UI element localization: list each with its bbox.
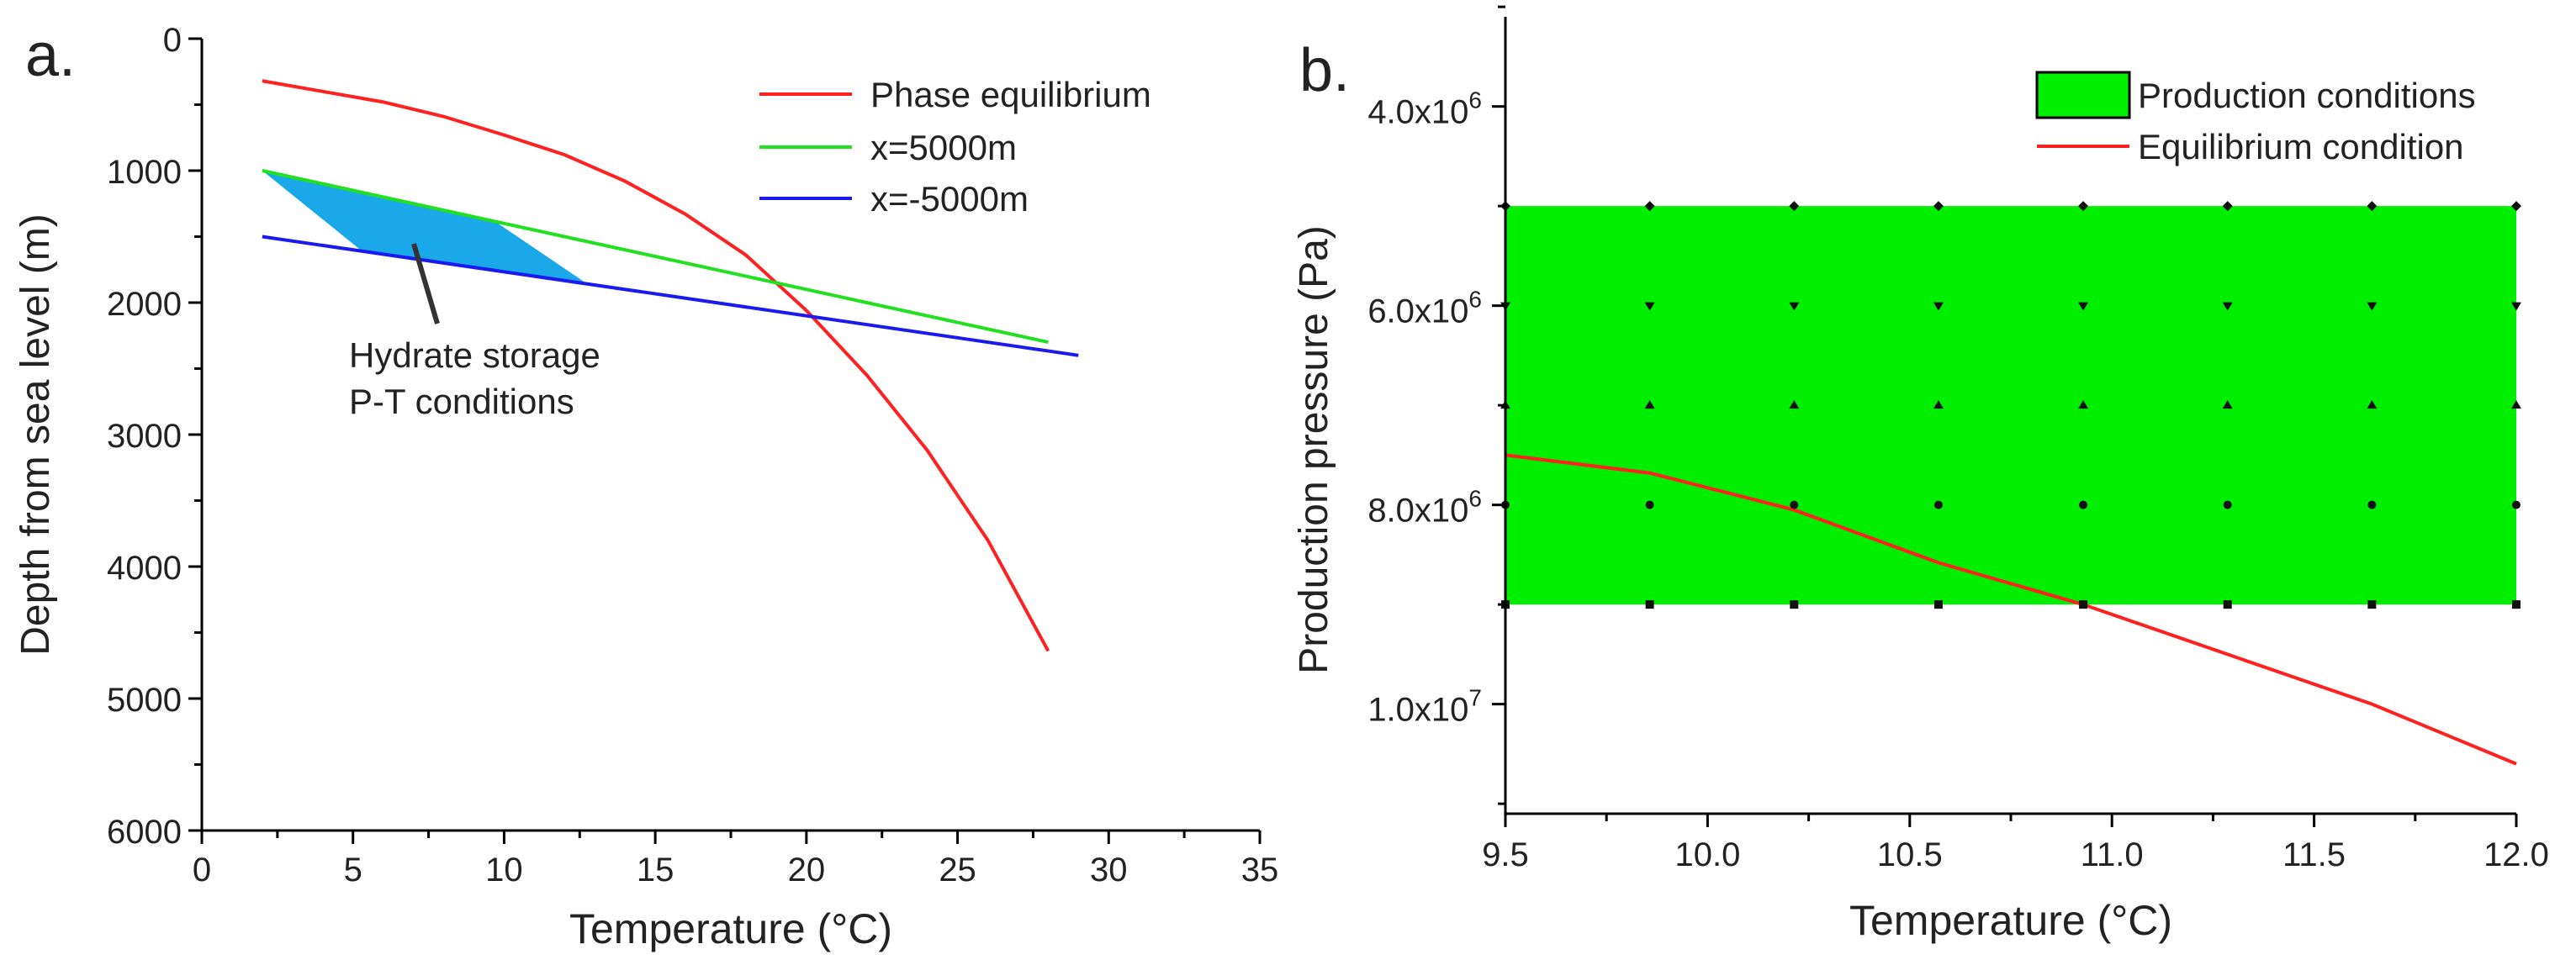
- panel-b-x-axis-label: Temperature (°C): [1849, 897, 2172, 944]
- grid-marker-circle: [2079, 500, 2088, 509]
- grid-marker-square: [2079, 600, 2088, 609]
- grid-marker-diamond: [1933, 201, 1944, 212]
- panel-a-plot-area: [262, 79, 1079, 652]
- x-tick-label: 11.5: [2282, 836, 2346, 873]
- production-conditions-region: [1505, 206, 2516, 605]
- grid-marker-diamond: [2078, 201, 2089, 212]
- grid-marker-triangle-down: [2078, 302, 2089, 311]
- annotation-arrow: [411, 243, 440, 324]
- grid-marker-triangle-up: [1789, 400, 1800, 409]
- panel-b-ticks: 9.5 10.0 10.5 11.0 11.5 12.0 4.0x106 6.0x106 8.0…: [1367, 5, 2549, 873]
- grid-marker-circle: [1933, 500, 1943, 509]
- y-tick-label: 5000: [107, 682, 182, 719]
- panel-b-label: b.: [1299, 37, 1350, 104]
- grid-marker-diamond: [2511, 201, 2521, 212]
- panel-b: b. 9.5 10.0 10.5 11.0 11.5 12.0 4.0x106 6.0x106…: [1292, 5, 2549, 944]
- grid-marker-triangle-down: [1789, 302, 1800, 311]
- legend-label-x-neg-5000m: x=-5000m: [870, 179, 1029, 219]
- panel-a-legend: Phase equilibrium x=5000m x=-5000m: [759, 75, 1151, 219]
- x-tick-label: 9.5: [1482, 836, 1529, 873]
- x-tick-label: 35: [1241, 852, 1279, 889]
- legend-label-production-conditions: Production conditions: [2138, 76, 2476, 115]
- legend-label-x-5000m: x=5000m: [870, 128, 1017, 167]
- x-tick-label: 20: [788, 852, 826, 889]
- x-tick-label: 0: [193, 852, 211, 889]
- y-tick-label: 6.0x106: [1367, 287, 1482, 330]
- grid-marker-triangle-up: [2222, 400, 2233, 409]
- annotation-line-1: Hydrate storage: [349, 335, 600, 375]
- panel-a-y-axis-label: Depth from sea level (m): [13, 214, 58, 656]
- grid-marker-triangle-down: [2367, 302, 2378, 311]
- y-tick-label: 0: [163, 22, 182, 59]
- grid-marker-triangle-down: [2222, 302, 2233, 311]
- y-tick-label: 6000: [107, 814, 182, 851]
- series-line-x-5000m: [262, 235, 1079, 357]
- x-tick-label: 12.0: [2483, 836, 2549, 873]
- panel-a-label: a.: [25, 22, 76, 89]
- x-tick-label: 30: [1090, 852, 1128, 889]
- grid-marker-diamond: [2367, 201, 2378, 212]
- y-tick-label: 4.0x106: [1367, 87, 1482, 131]
- grid-marker-square: [1645, 600, 1654, 609]
- grid-marker-circle: [2367, 500, 2377, 509]
- y-tick-label: 1000: [107, 154, 182, 191]
- grid-marker-square: [1933, 600, 1943, 609]
- grid-marker-triangle-up: [2078, 400, 2089, 409]
- legend-swatch-production-conditions: [2035, 71, 2131, 119]
- grid-marker-diamond: [2222, 201, 2233, 212]
- grid-marker-diamond: [1789, 201, 1800, 212]
- grid-marker-square: [2223, 600, 2232, 609]
- y-tick-label: 2000: [107, 286, 182, 323]
- legend-label-phase-equilibrium: Phase equilibrium: [870, 75, 1151, 114]
- annotation-line-2: P-T conditions: [349, 382, 574, 421]
- grid-marker-triangle-down: [1644, 302, 1655, 311]
- x-tick-label: 10: [485, 852, 523, 889]
- x-tick-label: 25: [939, 852, 976, 889]
- grid-marker-triangle-up: [2511, 400, 2521, 409]
- series-line-x-5000m: [262, 169, 1049, 345]
- x-tick-label: 10.0: [1674, 836, 1740, 873]
- panel-a: a. 0 5 10 15 20 25 30 35 0 1000 2000 3000 4000 5000 60…: [13, 22, 1278, 952]
- x-tick-label: 10.5: [1877, 836, 1943, 873]
- panel-a-x-axis-label: Temperature (°C): [569, 905, 892, 952]
- x-tick-label: 15: [637, 852, 674, 889]
- grid-marker-square: [2367, 600, 2377, 609]
- region-hydrate-storage-region: [262, 171, 586, 283]
- x-tick-label: 5: [344, 852, 362, 889]
- grid-marker-triangle-up: [2367, 400, 2378, 409]
- legend-label-equilibrium-condition: Equilibrium condition: [2138, 127, 2464, 166]
- series-line-phase-equilibrium: [262, 79, 1050, 652]
- grid-marker-circle: [1645, 500, 1654, 509]
- grid-marker-triangle-down: [2511, 302, 2521, 311]
- y-tick-label: 3000: [107, 418, 182, 455]
- y-tick-label: 1.0x107: [1367, 685, 1482, 729]
- grid-marker-triangle-down: [1933, 302, 1944, 311]
- grid-marker-circle: [2223, 500, 2232, 509]
- panel-a-ticks: 0 5 10 15 20 25 30 35 0 1000 2000 3000 4000 5000 6000: [107, 22, 1278, 889]
- series-line-equilibrium-condition: [1505, 453, 2517, 766]
- grid-marker-square: [1790, 600, 1799, 609]
- grid-marker-diamond: [1644, 201, 1655, 212]
- grid-marker-triangle-up: [1933, 400, 1944, 409]
- grid-marker-triangle-up: [1644, 400, 1655, 409]
- grid-marker-circle: [1790, 500, 1799, 509]
- grid-marker-circle: [2512, 500, 2520, 509]
- panel-b-plot-area: [1500, 201, 2521, 766]
- y-tick-label: 4000: [107, 550, 182, 587]
- x-tick-label: 11.0: [2081, 836, 2144, 873]
- y-tick-label: 8.0x106: [1367, 486, 1482, 530]
- panel-a-annotation: Hydrate storage P-T conditions: [349, 243, 600, 421]
- panel-b-y-axis-label: Production pressure (Pa): [1292, 225, 1336, 674]
- panel-b-legend: Production conditions Equilibrium condit…: [2035, 71, 2476, 166]
- grid-marker-square: [2512, 600, 2520, 609]
